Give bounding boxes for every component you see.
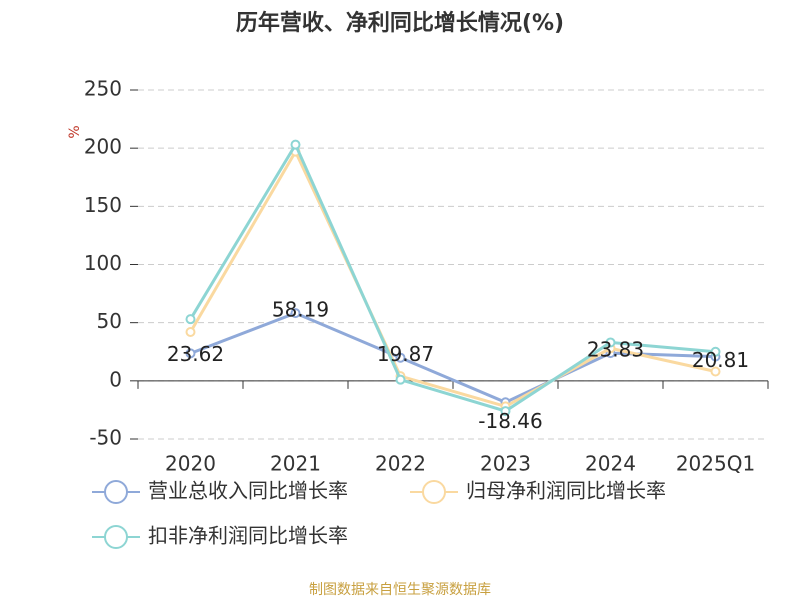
x-tick-label: 2024	[585, 452, 636, 476]
data-label: 19.87	[377, 342, 434, 366]
legend-label[interactable]: 归母净利润同比增长率	[466, 479, 666, 503]
data-label: 58.19	[272, 298, 329, 322]
data-point	[185, 314, 196, 325]
y-tick-label: 250	[84, 77, 122, 101]
data-point	[290, 139, 301, 150]
data-point	[500, 406, 511, 417]
data-point	[395, 352, 406, 363]
y-tick-label: -50	[89, 426, 122, 450]
data-point	[710, 366, 721, 377]
legend-marker[interactable]	[422, 480, 446, 504]
series-line	[189, 148, 716, 409]
data-label: -18.46	[478, 409, 542, 433]
y-axis-label: %	[67, 125, 83, 138]
legend-marker[interactable]	[104, 480, 128, 504]
series-line	[189, 141, 716, 413]
x-tick-label: 2023	[480, 452, 531, 476]
x-tick-label: 2022	[375, 452, 426, 476]
legend-label[interactable]: 扣非净利润同比增长率	[148, 524, 348, 548]
data-label: 20.81	[692, 348, 749, 372]
y-tick-label: 100	[84, 251, 122, 275]
data-point	[185, 326, 196, 337]
legend-label[interactable]: 营业总收入同比增长率	[148, 479, 348, 503]
data-point	[710, 346, 721, 357]
data-point	[605, 337, 616, 348]
x-tick-label: 2020	[165, 452, 216, 476]
y-tick-label: 200	[84, 135, 122, 159]
chart-title: 历年营收、净利同比增长情况(%)	[236, 10, 564, 36]
series-line	[189, 311, 716, 404]
source-note: 制图数据来自恒生聚源数据库	[309, 582, 491, 598]
x-tick-label: 2025Q1	[676, 452, 755, 476]
y-tick-label: 0	[109, 367, 122, 391]
y-tick-label: 50	[97, 309, 122, 333]
data-point	[290, 308, 301, 319]
x-tick-label: 2021	[270, 452, 321, 476]
data-point	[395, 374, 406, 385]
data-label: 23.62	[167, 342, 224, 366]
legend-marker[interactable]	[104, 525, 128, 549]
data-point	[185, 348, 196, 359]
y-tick-label: 150	[84, 193, 122, 217]
data-label: 23.83	[587, 338, 644, 362]
